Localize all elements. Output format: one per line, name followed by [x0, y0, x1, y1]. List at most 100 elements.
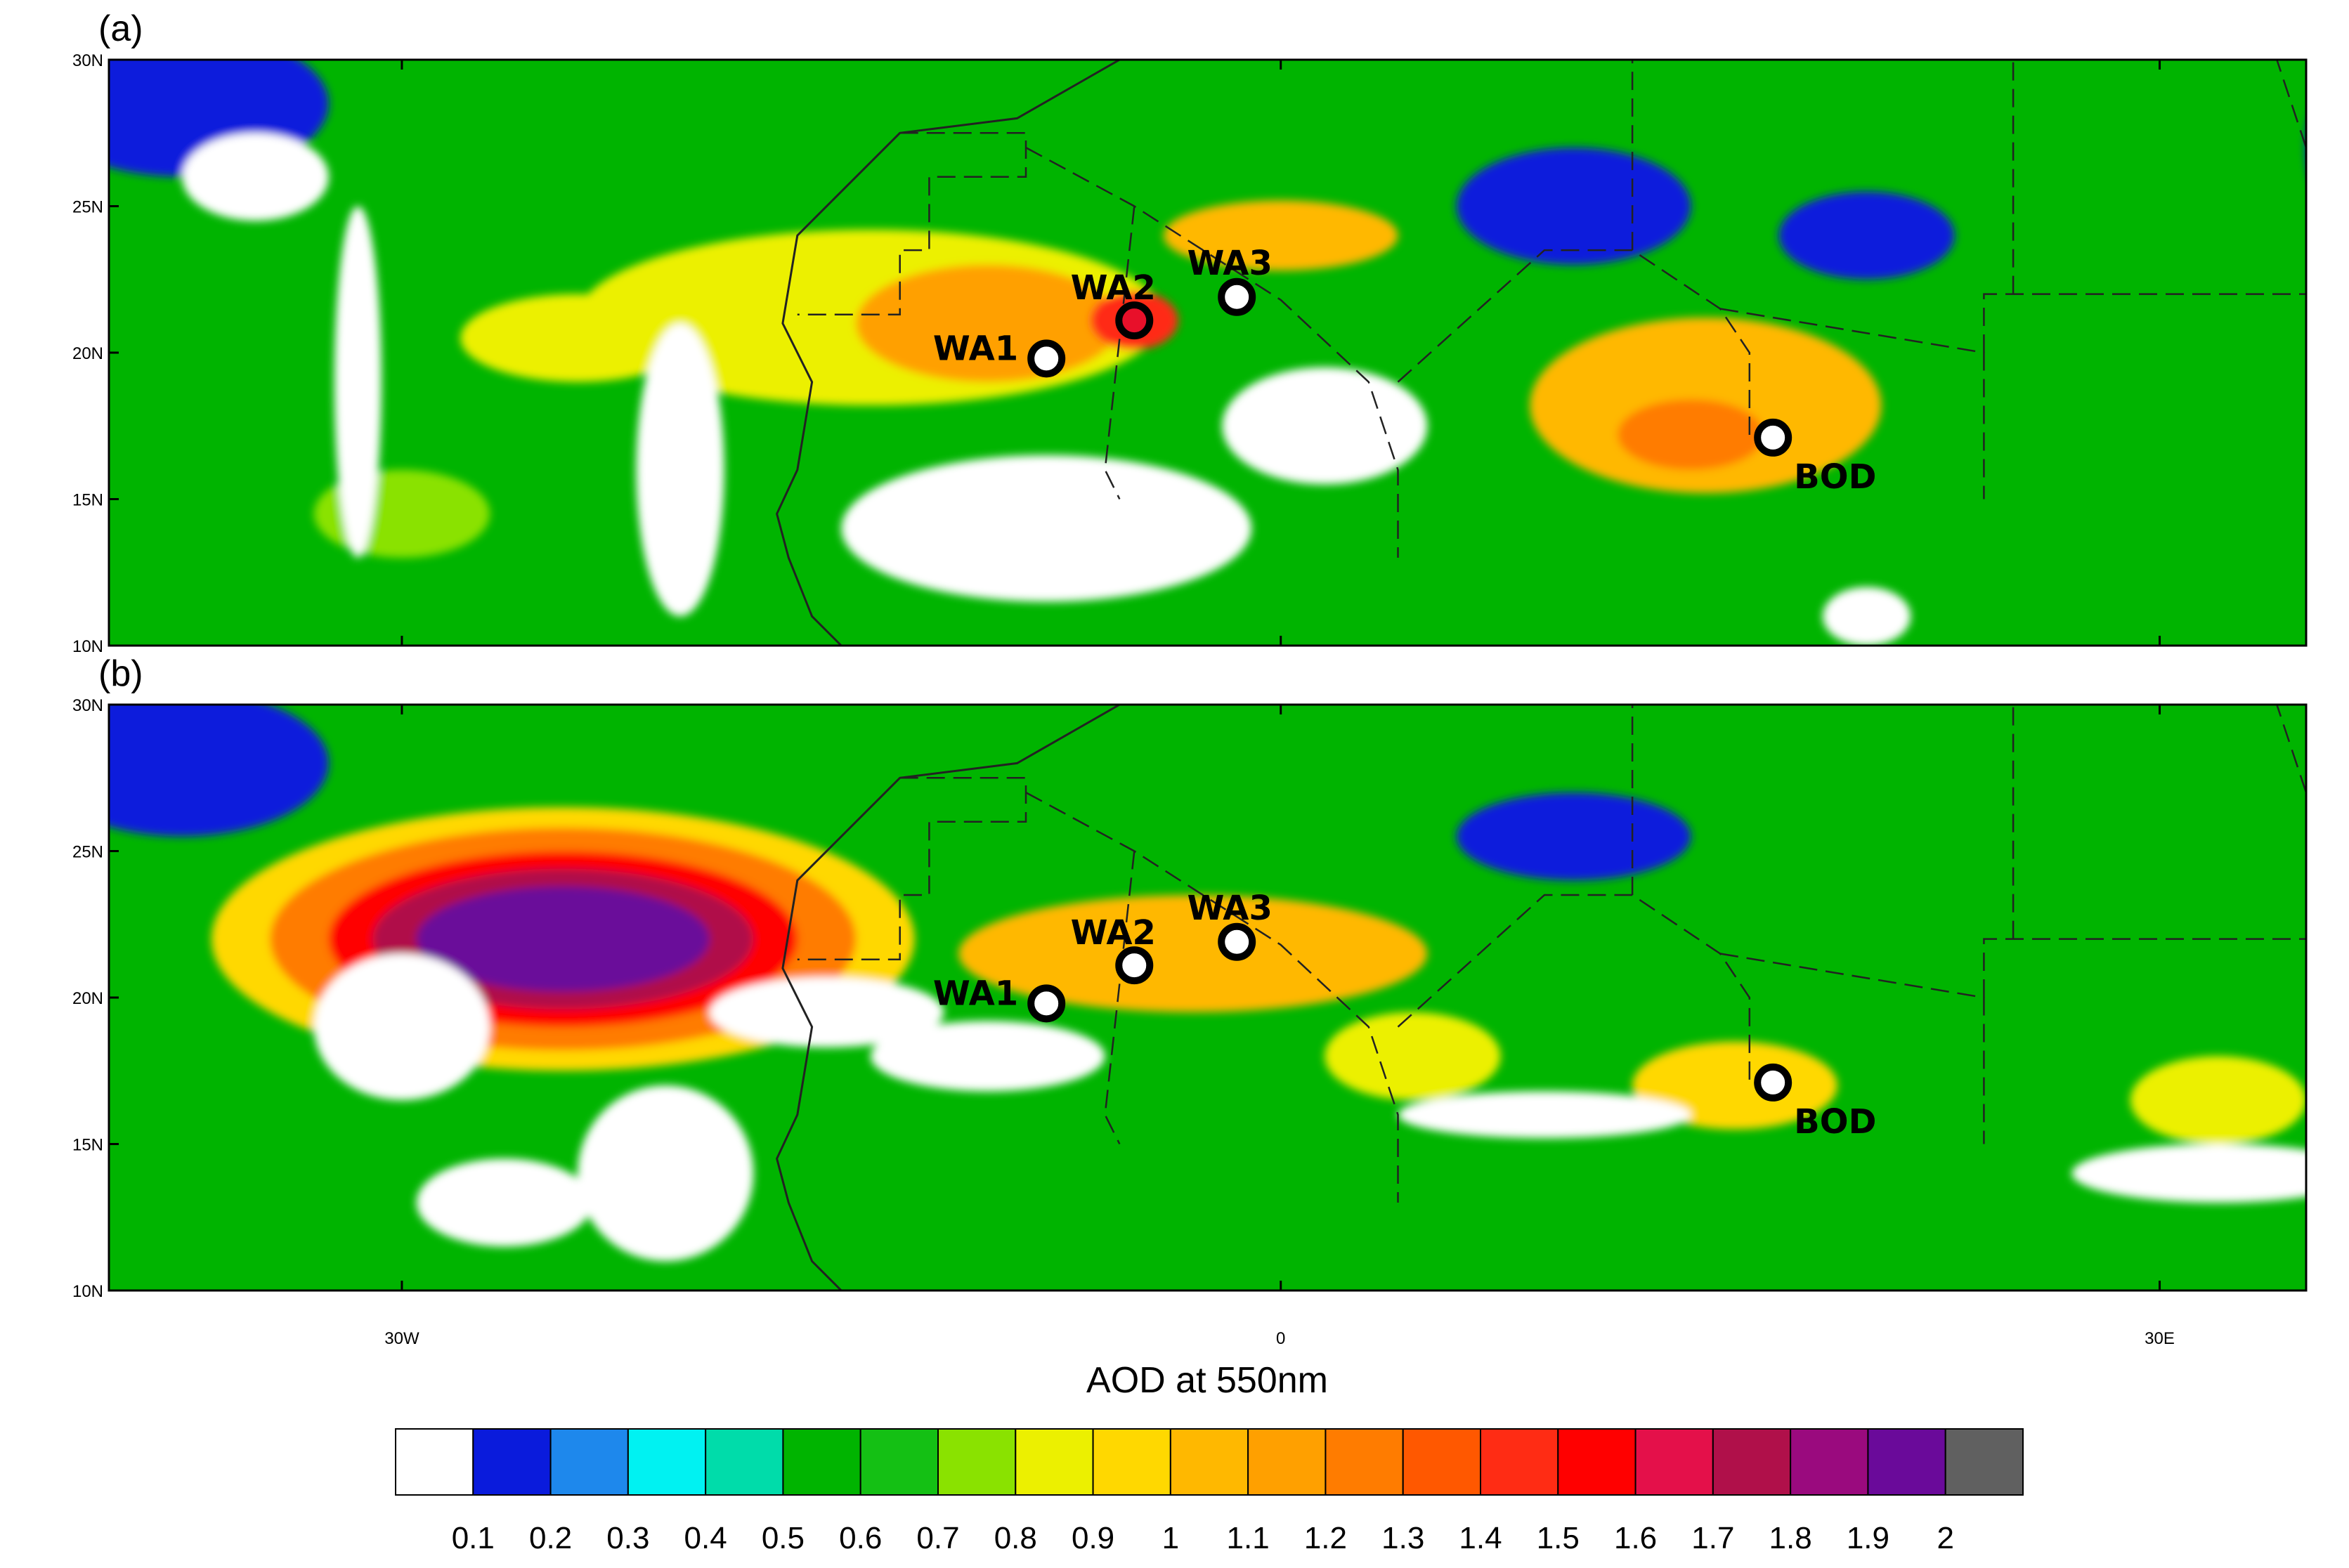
- site-marker-wa2: [1115, 301, 1154, 340]
- colorbar-swatch-16: [1634, 1428, 1714, 1496]
- aod-region-9: [578, 1085, 754, 1262]
- colorbar-label: 1.1: [1227, 1521, 1270, 1555]
- aod-region-8: [313, 953, 490, 1100]
- colorbar-swatch-10: [1169, 1428, 1249, 1496]
- colorbar-label: 1.3: [1381, 1521, 1424, 1555]
- lon-tick-label: 30E: [2145, 1329, 2175, 1348]
- coastline: [776, 705, 1121, 1291]
- aod-region-13: [1222, 367, 1428, 485]
- aod-region-8: [1456, 148, 1691, 265]
- colorbar-label: 0.2: [529, 1521, 572, 1555]
- colorbar-label: 1: [1162, 1521, 1179, 1555]
- border-line-3: [1397, 249, 1751, 441]
- coastline: [776, 60, 1121, 646]
- site-label-wa3: WA3: [1187, 889, 1273, 928]
- colorbar-label: 0.9: [1072, 1521, 1114, 1555]
- border-line-0: [797, 132, 1027, 316]
- colorbar-label: 0.6: [839, 1521, 882, 1555]
- aod-region-14: [636, 323, 724, 617]
- colorbar-label: 1.4: [1459, 1521, 1502, 1555]
- aod-region-3: [1163, 200, 1398, 271]
- aod-region-1: [1632, 1041, 1837, 1130]
- aod-region-5: [109, 705, 329, 837]
- aod-region-12: [841, 455, 1252, 602]
- aod-region-6: [871, 1021, 1105, 1092]
- colorbar-label: 1.7: [1691, 1521, 1734, 1555]
- colorbar-label: 0.4: [684, 1521, 727, 1555]
- plume-contour-4: [416, 886, 710, 992]
- aod-region-17: [1823, 587, 1911, 646]
- lat-tick-label: 20N: [72, 344, 103, 363]
- border-line-2: [1104, 206, 1136, 500]
- aod-region-12: [2071, 1144, 2306, 1203]
- border-line-1: [1025, 792, 1399, 1203]
- border-line-6: [1983, 293, 2306, 353]
- colorbar-swatch-8: [1015, 1428, 1094, 1496]
- border-line-2: [1104, 851, 1136, 1145]
- country-borders-b: [776, 705, 2306, 1291]
- site-label-wa2: WA2: [1071, 913, 1156, 953]
- aod-region-4: [1456, 792, 1691, 881]
- aod-region-11: [2306, 74, 2349, 221]
- panel-b: (b) 10N 15N 20N 25N 30N 30W 0 30E WA1 WA2 WA3 BOD: [72, 653, 2308, 1348]
- aod-field-b: [109, 705, 2306, 1262]
- colorbar-label: 1.2: [1304, 1521, 1347, 1555]
- colorbar-swatch-19: [1867, 1428, 1946, 1496]
- aod-region-11: [1398, 1091, 1691, 1139]
- colorbar-swatch-6: [859, 1428, 939, 1496]
- colorbar-swatch-15: [1557, 1428, 1637, 1496]
- colorbar-label: 1.5: [1537, 1521, 1580, 1555]
- lat-tick-label: 30N: [72, 696, 103, 715]
- lat-tick-label: 15N: [72, 491, 103, 510]
- panel-label-b: (b): [98, 653, 143, 694]
- lon-axis-b: 30W 0 30E: [384, 705, 2175, 1348]
- border-line-1: [1025, 147, 1399, 558]
- site-marker-bod: [1754, 418, 1792, 457]
- site-marker-wa1: [1027, 984, 1066, 1023]
- lat-tick-label: 30N: [72, 51, 103, 70]
- colorbar-label: 0.5: [762, 1521, 805, 1555]
- colorbar: [395, 1428, 2024, 1496]
- site-label-wa1: WA1: [933, 329, 1018, 368]
- panel-a: (a) 10N 15N 20N 25N 30N WA1 WA2 WA3 BOD: [72, 8, 2349, 656]
- colorbar-label: 1.8: [1769, 1521, 1812, 1555]
- colorbar-label: 0.7: [916, 1521, 959, 1555]
- site-marker-wa1: [1027, 339, 1066, 378]
- lat-tick-label: 25N: [72, 843, 103, 862]
- panel-label-a: (a): [98, 8, 143, 49]
- lat-tick-label: 10N: [72, 1282, 103, 1301]
- colorbar-label: 2: [1937, 1521, 1953, 1555]
- lat-tick-label: 15N: [72, 1136, 103, 1155]
- site-label-bod: BOD: [1794, 457, 1876, 497]
- site-marker-wa3: [1218, 922, 1256, 961]
- colorbar-swatch-1: [472, 1428, 552, 1496]
- aod-region-15: [334, 206, 382, 558]
- colorbar-label: 0.3: [606, 1521, 649, 1555]
- colorbar-label: 0.1: [452, 1521, 495, 1555]
- border-line-0: [797, 777, 1027, 961]
- colorbar-swatch-20: [1944, 1428, 2024, 1496]
- aod-region-0: [958, 895, 1428, 1012]
- colorbar-swatch-17: [1712, 1428, 1792, 1496]
- aod-field-a: [109, 60, 2349, 646]
- lat-tick-label: 20N: [72, 989, 103, 1008]
- aod-region-5: [1618, 399, 1764, 470]
- lat-tick-label: 25N: [72, 198, 103, 217]
- colorbar-swatch-7: [937, 1428, 1017, 1496]
- sites-b: WA1 WA2 WA3 BOD: [933, 889, 1877, 1142]
- colorbar-label: 0.8: [994, 1521, 1037, 1555]
- colorbar-swatch-0: [395, 1428, 474, 1496]
- aod-region-3: [2130, 1056, 2306, 1144]
- colorbar-swatch-5: [782, 1428, 861, 1496]
- colorbar-swatch-11: [1247, 1428, 1327, 1496]
- site-label-bod: BOD: [1794, 1102, 1876, 1142]
- colorbar-label: 1.6: [1614, 1521, 1657, 1555]
- aod-region-7: [709, 976, 944, 1047]
- lon-tick-label: 0: [1276, 1329, 1285, 1348]
- sites-a: WA1 WA2 WA3 BOD: [933, 244, 1877, 497]
- aod-region-10: [416, 1158, 592, 1247]
- country-borders-a: [776, 60, 2306, 646]
- aod-region-2: [1325, 1012, 1501, 1100]
- site-marker-wa2: [1115, 946, 1154, 985]
- lon-tick-label: 30W: [384, 1329, 419, 1348]
